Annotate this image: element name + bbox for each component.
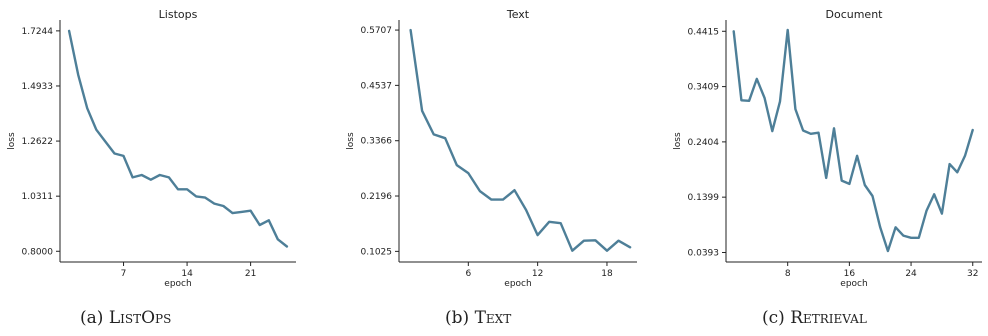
x-tick-label: 32	[967, 269, 978, 279]
caption-retrieval: (c) Retrieval	[762, 308, 867, 328]
x-tick-label: 12	[532, 269, 543, 279]
caption-prefix: (b)	[445, 308, 470, 328]
x-tick-label: 21	[245, 269, 256, 279]
x-tick-label: 8	[785, 269, 791, 279]
loss-line	[67, 29, 289, 248]
caption-name: Text	[474, 308, 512, 328]
x-axis-label: epoch	[840, 279, 867, 289]
y-tick-label: 0.5707	[361, 26, 393, 36]
caption-name: ListOps	[108, 308, 172, 328]
chart-title: Document	[826, 8, 884, 21]
chart-panel-text: Text 0.1025 0.2196 0.3366 0.4537 0.5707 6 12 18 e…	[329, 0, 658, 336]
loss-line	[409, 28, 632, 252]
caption-listops: (a) ListOps	[80, 308, 171, 328]
x-tick-label: 16	[844, 269, 856, 279]
y-axis-label: loss	[673, 132, 683, 150]
x-axis-label: epoch	[164, 279, 191, 289]
chart-listops: Listops 0.8000 1.0311 1.2622 1.4933 1.7244 7 14…	[7, 8, 296, 289]
y-tick-label: 0.3409	[688, 83, 720, 93]
y-axis-label: loss	[346, 132, 356, 150]
y-tick-label: 0.2196	[361, 192, 393, 202]
y-tick-label: 0.1399	[688, 193, 720, 203]
caption-name: Retrieval	[790, 308, 867, 328]
chart-document: Document 0.0393 0.1399 0.2404 0.3409 0.4415 8 1…	[673, 8, 982, 289]
chart-title: Text	[506, 8, 530, 21]
y-tick-label: 1.7244	[22, 27, 54, 37]
y-axis-label: loss	[7, 132, 17, 150]
x-tick-label: 18	[601, 269, 613, 279]
chart-panel-listops: Listops 0.8000 1.0311 1.2622 1.4933 1.7244 7 14…	[0, 0, 329, 336]
chart-title: Listops	[159, 8, 198, 21]
x-tick-label: 24	[905, 269, 917, 279]
y-tick-label: 0.2404	[688, 138, 720, 148]
caption-prefix: (c)	[762, 308, 785, 328]
x-tick-label: 6	[465, 269, 471, 279]
y-tick-label: 0.1025	[361, 247, 393, 257]
y-tick-label: 1.4933	[22, 82, 54, 92]
x-axis-label: epoch	[504, 279, 531, 289]
caption-text: (b) Text	[445, 308, 511, 328]
y-tick-label: 0.4415	[688, 27, 720, 37]
chart-panel-document: Document 0.0393 0.1399 0.2404 0.3409 0.4415 8 1…	[658, 0, 987, 336]
y-tick-label: 0.8000	[22, 247, 54, 257]
y-tick-label: 0.3366	[361, 137, 393, 147]
y-tick-label: 1.0311	[22, 192, 54, 202]
y-tick-label: 1.2622	[22, 137, 54, 147]
y-tick-label: 0.4537	[361, 81, 393, 91]
x-tick-label: 7	[121, 269, 127, 279]
y-tick-label: 0.0393	[688, 248, 720, 258]
loss-line	[732, 28, 974, 253]
x-tick-label: 14	[181, 269, 193, 279]
caption-prefix: (a)	[80, 308, 104, 328]
chart-text: Text 0.1025 0.2196 0.3366 0.4537 0.5707 6 12 18 e…	[346, 8, 637, 289]
